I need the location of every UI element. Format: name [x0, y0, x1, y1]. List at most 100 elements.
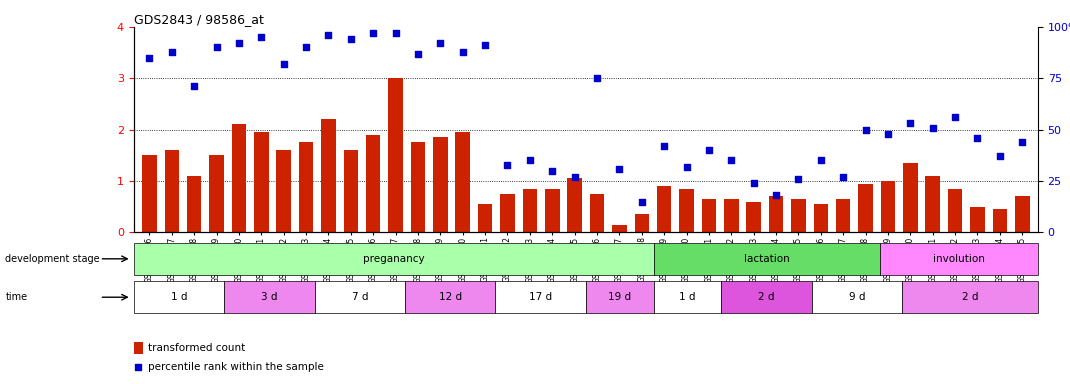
- Bar: [724, 199, 738, 232]
- Text: 3 d: 3 d: [261, 292, 277, 302]
- Bar: [881, 181, 896, 232]
- Bar: [321, 119, 336, 232]
- Point: [633, 199, 651, 205]
- Bar: [187, 176, 201, 232]
- Bar: [299, 142, 314, 232]
- Point: [342, 36, 360, 42]
- Point: [991, 153, 1008, 159]
- Bar: [366, 135, 381, 232]
- Point: [454, 48, 471, 55]
- Bar: [836, 199, 851, 232]
- Text: 17 d: 17 d: [529, 292, 552, 302]
- Point: [790, 176, 807, 182]
- Bar: [948, 189, 962, 232]
- Text: 1 d: 1 d: [679, 292, 696, 302]
- Point: [230, 40, 247, 46]
- Point: [499, 161, 516, 167]
- Point: [141, 55, 158, 61]
- Point: [722, 157, 739, 164]
- Bar: [586, 281, 654, 313]
- Bar: [721, 281, 812, 313]
- Bar: [388, 78, 403, 232]
- Text: 7 d: 7 d: [352, 292, 368, 302]
- Point: [701, 147, 718, 153]
- Bar: [495, 281, 586, 313]
- Bar: [276, 150, 291, 232]
- Bar: [134, 281, 225, 313]
- Bar: [970, 207, 984, 232]
- Point: [253, 34, 270, 40]
- Point: [924, 124, 942, 131]
- Point: [588, 75, 606, 81]
- Bar: [478, 204, 492, 232]
- Bar: [210, 155, 224, 232]
- Bar: [747, 202, 761, 232]
- Text: development stage: development stage: [5, 254, 100, 264]
- Bar: [813, 204, 828, 232]
- Bar: [812, 281, 902, 313]
- Point: [969, 135, 987, 141]
- Text: preganancy: preganancy: [363, 254, 425, 264]
- Point: [880, 131, 897, 137]
- Bar: [456, 132, 470, 232]
- Bar: [567, 179, 582, 232]
- Bar: [791, 199, 806, 232]
- Point: [185, 83, 202, 89]
- Point: [410, 51, 427, 57]
- Point: [275, 61, 292, 67]
- Bar: [1015, 196, 1029, 232]
- Bar: [134, 243, 654, 275]
- Text: 1 d: 1 d: [171, 292, 187, 302]
- Bar: [612, 225, 627, 232]
- Text: 9 d: 9 d: [849, 292, 866, 302]
- Bar: [654, 281, 721, 313]
- Point: [164, 48, 181, 55]
- Point: [566, 174, 583, 180]
- Text: involution: involution: [933, 254, 984, 264]
- Bar: [522, 189, 537, 232]
- Point: [208, 44, 225, 50]
- Bar: [880, 243, 1038, 275]
- Bar: [657, 186, 672, 232]
- Bar: [926, 176, 939, 232]
- Point: [835, 174, 852, 180]
- Bar: [702, 199, 716, 232]
- Text: 2 d: 2 d: [962, 292, 978, 302]
- Bar: [433, 137, 447, 232]
- Point: [947, 114, 964, 120]
- Point: [521, 157, 538, 164]
- Bar: [500, 194, 515, 232]
- Bar: [343, 150, 358, 232]
- Point: [129, 364, 147, 370]
- Point: [544, 167, 561, 174]
- Point: [857, 126, 874, 132]
- Bar: [142, 155, 156, 232]
- Point: [432, 40, 449, 46]
- Bar: [993, 209, 1007, 232]
- Point: [745, 180, 762, 186]
- Bar: [590, 194, 605, 232]
- Bar: [858, 184, 873, 232]
- Bar: [254, 132, 269, 232]
- Point: [678, 164, 696, 170]
- Bar: [635, 214, 649, 232]
- Bar: [225, 281, 315, 313]
- Point: [767, 192, 784, 199]
- Bar: [902, 281, 1038, 313]
- Bar: [411, 142, 425, 232]
- Text: time: time: [5, 292, 28, 302]
- Bar: [315, 281, 404, 313]
- Point: [297, 44, 315, 50]
- Bar: [654, 243, 880, 275]
- Point: [476, 42, 493, 48]
- Point: [611, 166, 628, 172]
- Bar: [165, 150, 179, 232]
- Text: GDS2843 / 98586_at: GDS2843 / 98586_at: [134, 13, 263, 26]
- Text: lactation: lactation: [744, 254, 790, 264]
- Text: transformed count: transformed count: [149, 343, 246, 353]
- Text: 19 d: 19 d: [608, 292, 631, 302]
- Bar: [134, 342, 143, 354]
- Point: [320, 32, 337, 38]
- Bar: [903, 163, 918, 232]
- Point: [365, 30, 382, 36]
